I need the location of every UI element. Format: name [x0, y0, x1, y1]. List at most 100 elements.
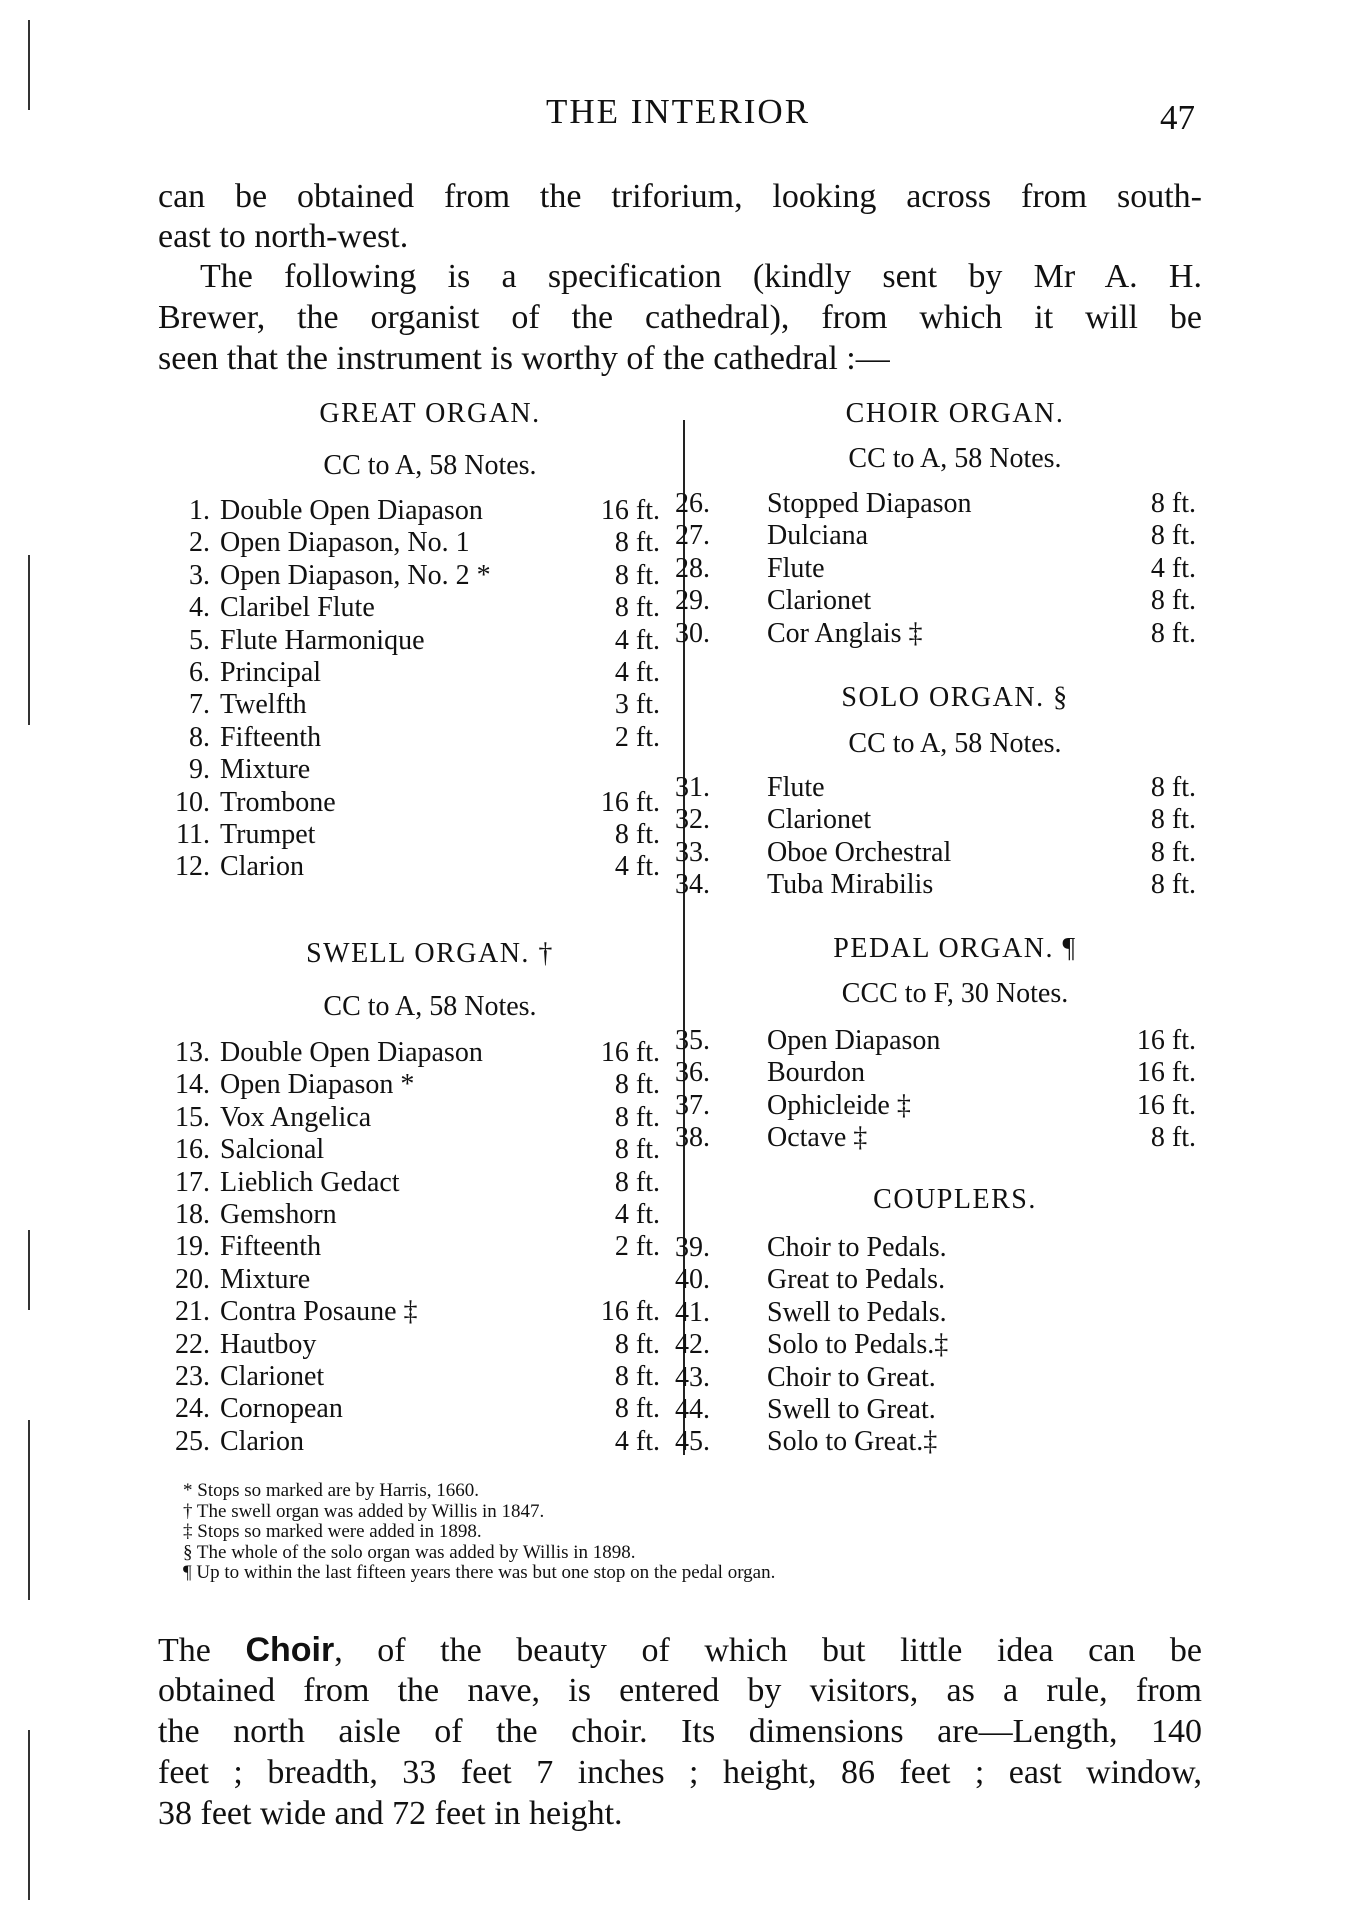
- stop-name: Vox Angelica: [220, 1101, 372, 1133]
- stop-number: 4.: [189, 592, 210, 624]
- stop-name: Trombone: [220, 786, 336, 818]
- stop-name: Trumpet: [220, 819, 316, 850]
- stop-number: 35.: [675, 1025, 710, 1056]
- stop-number: 10.: [175, 786, 210, 818]
- stop-number: 14.: [175, 1069, 210, 1101]
- column-divider: [683, 420, 685, 1455]
- stop-number: 16.: [175, 1134, 210, 1166]
- stop-number: 21.: [175, 1296, 210, 1328]
- stop-number: 2.: [189, 527, 210, 559]
- great-organ-heading: GREAT ORGAN.: [319, 398, 541, 429]
- stop-pitch: 8 ft.: [1150, 1122, 1196, 1154]
- choir-bold-word: Choir: [245, 1631, 335, 1669]
- stop-pitch: 16 ft.: [1136, 1025, 1196, 1056]
- stop-pitch: 8 ft.: [614, 1101, 660, 1133]
- stop-number: 26.: [675, 488, 710, 519]
- swell-organ-compass: CC to A, 58 Notes.: [323, 991, 537, 1022]
- stop-number: 9.: [189, 754, 210, 786]
- stop-name: Open Diapason, No. 1: [220, 527, 470, 559]
- stop-number: 22.: [175, 1328, 210, 1360]
- stop-pitch: 4 ft.: [614, 1425, 660, 1457]
- stop-pitch: 8 ft.: [1150, 520, 1196, 552]
- stop-number: 23.: [175, 1361, 210, 1392]
- stop-number: 7.: [189, 689, 210, 721]
- stop-name: Tuba Mirabilis: [767, 869, 934, 901]
- stop-name: Cor Anglais ‡: [767, 617, 923, 649]
- stop-name: Clarionet: [767, 804, 872, 836]
- stop-name: Swell to Pedals.: [767, 1296, 947, 1328]
- pedal-organ-compass: CCC to F, 30 Notes.: [841, 978, 1069, 1009]
- stop-pitch: 16 ft.: [1136, 1057, 1196, 1089]
- stop-number: 29.: [675, 585, 710, 617]
- stop-number: 31.: [675, 772, 710, 803]
- stop-name: Open Diapason *: [220, 1069, 415, 1101]
- stop-name: Clarion: [220, 1425, 304, 1457]
- stop-pitch: 8 ft.: [1150, 488, 1196, 519]
- stop-name: Clarion: [220, 851, 304, 883]
- choir-organ-compass: CC to A, 58 Notes.: [848, 443, 1062, 474]
- closing-line: feet ; breadth, 33 feet 7 inches ; heigh…: [158, 1754, 1202, 1791]
- stop-number: 43.: [675, 1361, 710, 1393]
- stop-pitch: 16 ft.: [600, 786, 660, 818]
- stop-name: Ophicleide ‡: [767, 1089, 911, 1121]
- stop-name: Solo to Pedals.‡: [767, 1329, 949, 1361]
- stop-pitch: 8 ft.: [614, 1069, 660, 1101]
- closing-line: obtained from the nave, is entered by vi…: [158, 1672, 1202, 1709]
- stop-name: Flute: [767, 552, 825, 584]
- stop-pitch: 8 ft.: [1150, 585, 1196, 617]
- stop-pitch: 3 ft.: [614, 689, 660, 721]
- great-organ-compass: CC to A, 58 Notes.: [323, 450, 537, 481]
- stop-number: 38.: [675, 1122, 710, 1154]
- stop-number: 13.: [175, 1037, 210, 1068]
- stop-number: 25.: [175, 1425, 210, 1457]
- stop-pitch: 2 ft.: [614, 721, 660, 753]
- stop-name: Oboe Orchestral: [767, 836, 952, 868]
- choir-organ-heading: CHOIR ORGAN.: [845, 398, 1065, 429]
- stop-number: 3.: [189, 559, 210, 591]
- stop-name: Dulciana: [767, 520, 869, 552]
- closing-line: The Choir, of the beauty of which but li…: [158, 1630, 1202, 1671]
- intro-line: east to north-west.: [158, 218, 409, 255]
- stop-name: Solo to Great.‡: [767, 1426, 938, 1458]
- stop-number: 40.: [675, 1264, 710, 1296]
- stop-number: 30.: [675, 617, 710, 649]
- stop-pitch: 16 ft.: [600, 1037, 660, 1068]
- stop-name: Open Diapason: [767, 1025, 941, 1056]
- stop-pitch: 8 ft.: [1150, 617, 1196, 649]
- stop-number: 19.: [175, 1231, 210, 1263]
- stop-number: 12.: [175, 851, 210, 883]
- stop-number: 41.: [675, 1296, 710, 1328]
- swell-organ-heading: SWELL ORGAN. †: [306, 938, 554, 969]
- stop-pitch: 4 ft.: [1150, 552, 1196, 584]
- stop-number: 18.: [175, 1199, 210, 1230]
- stop-name: Bourdon: [767, 1057, 865, 1089]
- couplers-organ-heading: COUPLERS.: [873, 1184, 1037, 1215]
- stop-number: 1.: [189, 495, 210, 526]
- stop-name: Choir to Great.: [767, 1361, 936, 1393]
- stop-name: Clarionet: [767, 585, 872, 617]
- stop-name: Stopped Diapason: [767, 488, 972, 519]
- stop-name: Clarionet: [220, 1361, 325, 1392]
- stop-pitch: 8 ft.: [614, 527, 660, 559]
- scan-margin-mark: [28, 555, 30, 725]
- solo-organ-heading: SOLO ORGAN. §: [841, 682, 1069, 713]
- stop-name: Fifteenth: [220, 1231, 322, 1263]
- stop-name: Flute Harmonique: [220, 624, 425, 656]
- footnote: † The swell organ was added by Willis in…: [183, 1500, 545, 1522]
- stop-name: Great to Pedals.: [767, 1264, 946, 1296]
- stop-pitch: 2 ft.: [614, 1231, 660, 1263]
- stop-number: 37.: [675, 1089, 710, 1121]
- stop-pitch: 8 ft.: [614, 592, 660, 624]
- closing-rest: , of the beauty of which but little idea…: [334, 1632, 1202, 1669]
- stop-name: Mixture: [220, 754, 311, 786]
- intro-line: The following is a specification (kindly…: [200, 258, 1202, 295]
- stop-pitch: 8 ft.: [614, 1166, 660, 1198]
- stop-number: 42.: [675, 1329, 710, 1361]
- scan-margin-mark: [28, 1420, 30, 1600]
- stop-pitch: 8 ft.: [1150, 772, 1196, 803]
- closing-prefix: The: [158, 1632, 246, 1669]
- stop-name: Cornopean: [220, 1393, 343, 1425]
- stop-pitch: 8 ft.: [614, 1393, 660, 1425]
- stop-name: Lieblich Gedact: [220, 1166, 400, 1198]
- running-head: THE INTERIOR: [545, 92, 811, 131]
